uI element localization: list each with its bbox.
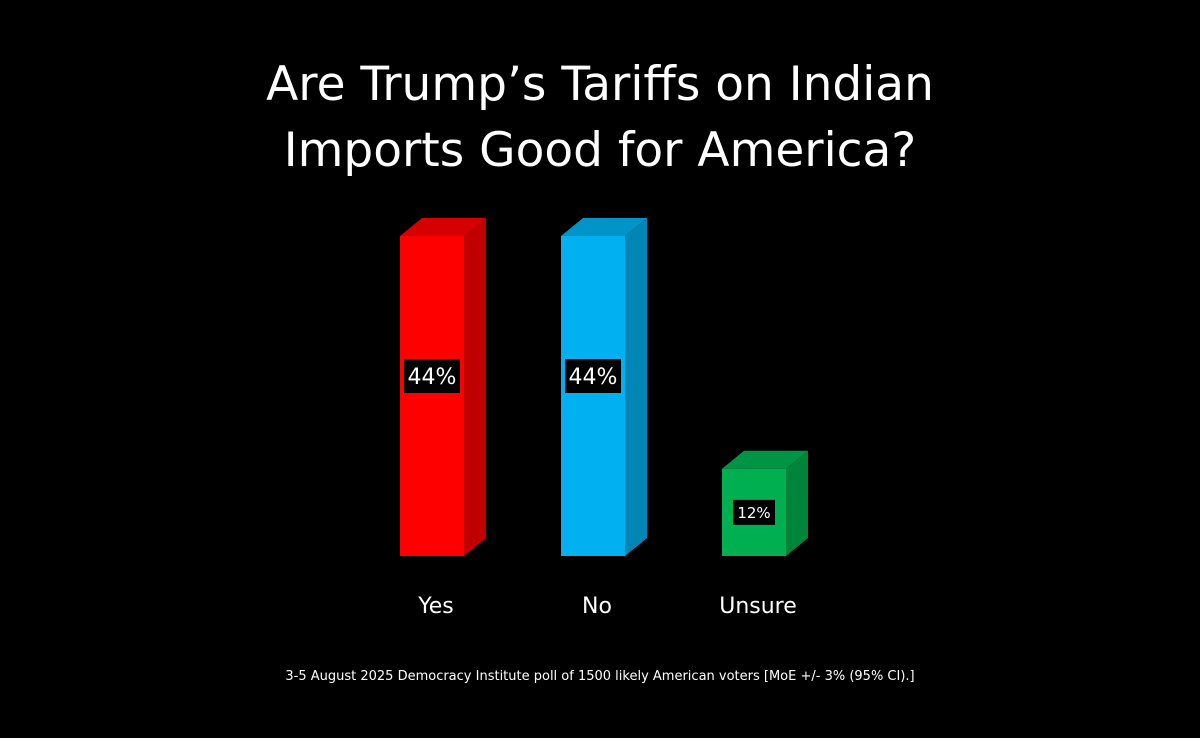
category-label-no: No — [582, 594, 612, 619]
bar-no-front — [561, 236, 625, 556]
bar-no-side — [625, 218, 647, 556]
data-label-yes-text: 44% — [408, 365, 457, 390]
data-label-yes-box — [404, 359, 460, 393]
bar-unsure: 12% — [722, 450, 808, 556]
category-label-unsure: Unsure — [719, 594, 797, 619]
data-label-no-box — [565, 359, 621, 393]
data-label-unsure: 12% — [733, 499, 775, 525]
data-label-no-text: 44% — [569, 365, 618, 390]
bar-yes: 44% — [400, 218, 486, 556]
chart-title: Are Trump’s Tariffs on Indian Imports Go… — [0, 52, 1200, 184]
bar-no-top — [561, 218, 647, 236]
data-label-yes: 44% — [404, 359, 460, 393]
category-label-yes: Yes — [417, 594, 454, 619]
bar-unsure-top — [722, 450, 808, 469]
source-footnote: 3-5 August 2025 Democracy Institute poll… — [285, 669, 915, 684]
bar-yes-side — [464, 218, 486, 556]
data-label-no: 44% — [565, 359, 621, 393]
bar-unsure-side — [786, 450, 808, 556]
data-label-unsure-text: 12% — [737, 504, 770, 522]
chart-title-line-2: Imports Good for America? — [283, 123, 917, 178]
chart-title-line-1: Are Trump’s Tariffs on Indian — [266, 57, 934, 112]
bar-no: 44% — [561, 218, 647, 556]
data-label-unsure-box — [733, 499, 775, 525]
bar-yes-front — [400, 236, 464, 556]
bar-yes-top — [400, 218, 486, 236]
